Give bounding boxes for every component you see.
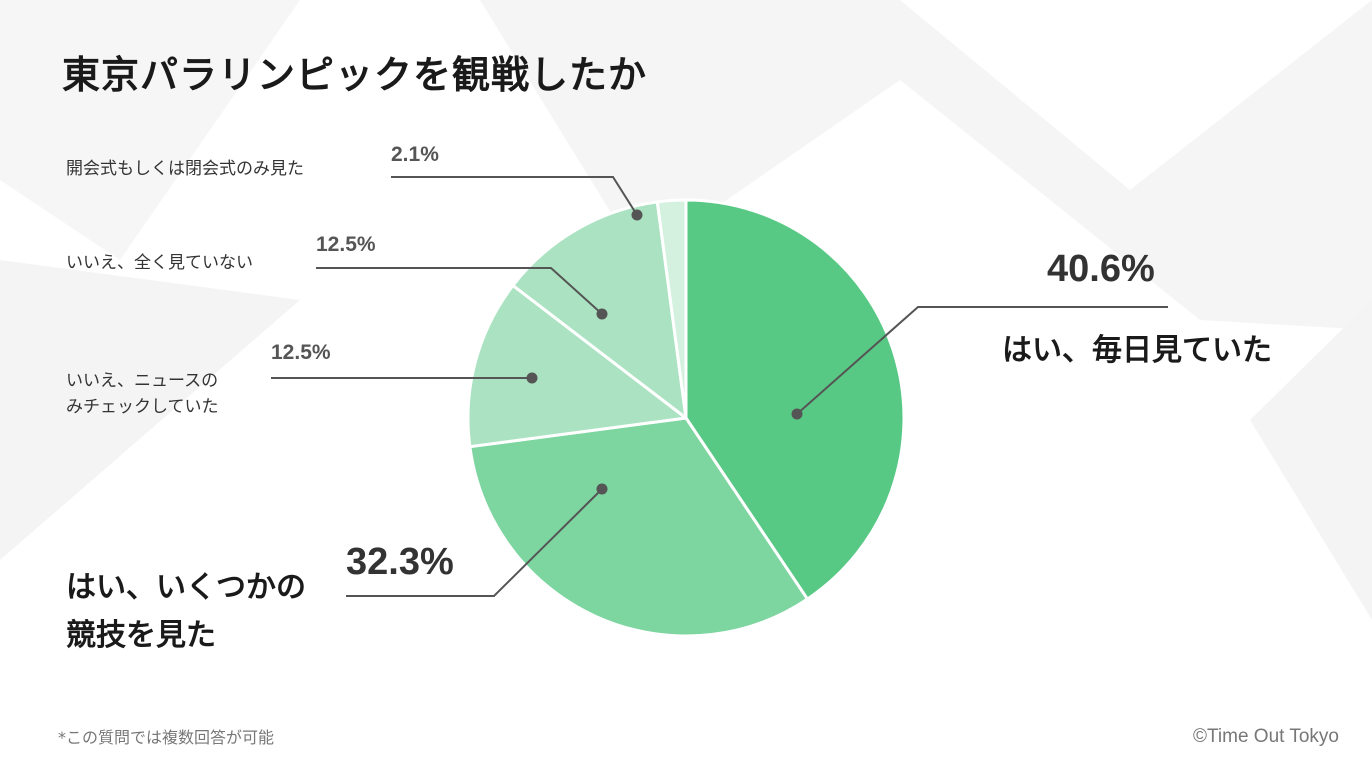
leader-line-not-at-all bbox=[316, 267, 603, 315]
pct-label-not-at-all: 12.5% bbox=[316, 233, 376, 256]
slice-label-ceremony-only: 開会式もしくは閉会式のみ見た bbox=[66, 159, 304, 179]
pie-slice-news-only bbox=[466, 283, 688, 449]
pie-slice-some-events bbox=[468, 416, 809, 638]
leader-line-some-events bbox=[346, 488, 603, 597]
leader-dot-ceremony-only bbox=[631, 209, 643, 221]
leader-line-daily bbox=[796, 306, 1168, 415]
credit: ©Time Out Tokyo bbox=[1193, 726, 1339, 747]
pct-label-some-events: 32.3% bbox=[346, 541, 454, 583]
leader-dot-news-only bbox=[526, 372, 538, 384]
slice-label-some-events-line-2: 競技を見た bbox=[66, 618, 216, 653]
pie-slices bbox=[466, 198, 906, 638]
leader-line-ceremony-only bbox=[391, 176, 638, 216]
pie-slice-daily bbox=[684, 198, 906, 601]
pct-label-news-only: 12.5% bbox=[271, 341, 331, 364]
slice-label-news-only-line-2: みチェックしていた bbox=[66, 397, 219, 417]
slice-label-not-at-all: いいえ、全く見ていない bbox=[66, 253, 253, 273]
leader-dot-daily bbox=[791, 408, 803, 420]
pct-label-ceremony-only: 2.1% bbox=[391, 143, 439, 166]
footnote: *この質問では複数回答が可能 bbox=[58, 728, 275, 747]
slice-label-some-events-line-1: はい、いくつかの bbox=[66, 570, 306, 605]
pie-slice-ceremony-only bbox=[655, 198, 688, 420]
pct-label-daily: 40.6% bbox=[1047, 248, 1155, 290]
slice-label-daily: はい、毎日見ていた bbox=[1002, 333, 1272, 368]
slice-label-news-only: いいえ、ニュースの みチェックしていた bbox=[66, 368, 219, 420]
slice-label-news-only-line-1: いいえ、ニュースの bbox=[66, 371, 219, 391]
leader-dot-some-events bbox=[596, 483, 608, 495]
leader-lines bbox=[271, 176, 1168, 597]
slice-label-some-events: はい、いくつかの 競技を見た bbox=[66, 564, 306, 660]
chart-title: 東京パラリンピックを観戦したか bbox=[62, 53, 648, 97]
leader-dot-not-at-all bbox=[596, 308, 608, 320]
